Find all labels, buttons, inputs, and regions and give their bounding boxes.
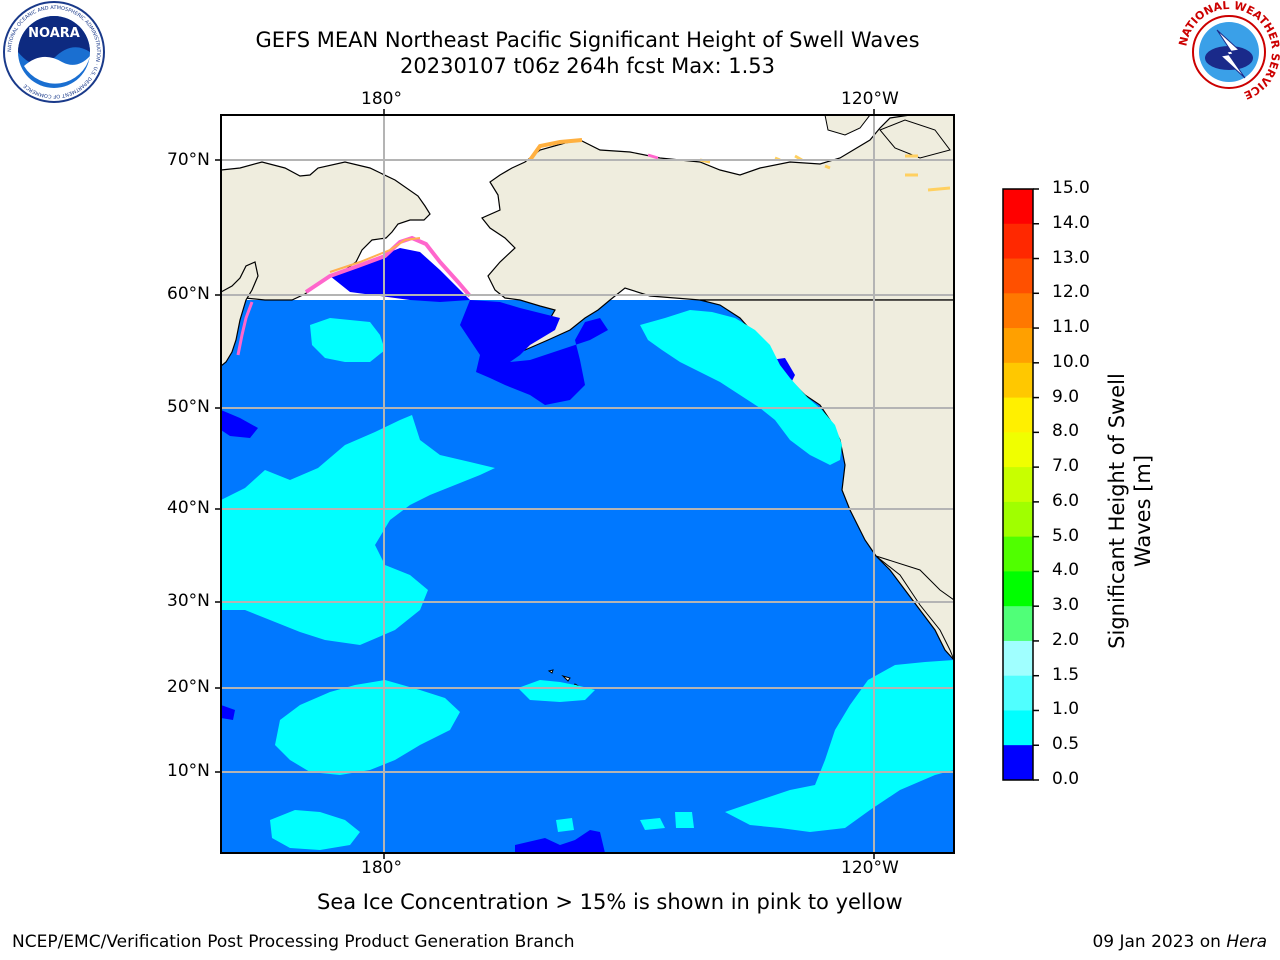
- colorbar-title-line2: Waves [m]: [1131, 454, 1155, 568]
- nws-logo: NATIONAL WEATHER SERVICE: [1177, 0, 1280, 102]
- lat-label-20n: 20°N: [167, 677, 210, 697]
- colorbar-tick-label: 8.0: [1052, 421, 1080, 442]
- colorbar-segment: [1003, 675, 1033, 711]
- colorbar-tick-label: 14.0: [1052, 212, 1090, 233]
- lat-label-30n: 30°N: [167, 591, 210, 611]
- colorbar-frame: [1002, 188, 1034, 781]
- swell-high-misc-2: [675, 812, 694, 828]
- colorbar-tick-label: 0.0: [1052, 769, 1080, 789]
- footer-host: Hera: [1226, 932, 1267, 952]
- land-baja: [875, 555, 954, 661]
- colorbar-segment: [1003, 362, 1033, 399]
- noaa-logo: NOARA NATIONAL OCEANIC AND ATMOSPHERIC A…: [3, 1, 105, 103]
- colorbar: [1003, 188, 1039, 781]
- colorbar-tick-label: 15.0: [1052, 178, 1090, 198]
- lon-label-top-120w: 120°W: [841, 89, 899, 109]
- graticule: [221, 115, 954, 853]
- lon-label-top-180: 180°: [361, 89, 402, 109]
- footer-credit: NCEP/EMC/Verification Post Processing Pr…: [12, 932, 575, 952]
- chart-subtitle: 20230107 t06z 264h fcst Max: 1.53: [400, 54, 775, 78]
- colorbar-tick-label: 13.0: [1052, 247, 1090, 268]
- map-frame: [220, 114, 955, 854]
- colorbar-title-line1: Significant Height of Swell: [1105, 373, 1129, 649]
- swell-low-sw: [221, 705, 235, 720]
- sea-ice-kamchatka: [236, 301, 254, 356]
- colorbar-tick-label: 5.0: [1052, 525, 1080, 546]
- colorbar-tick-label: 10.0: [1052, 351, 1090, 372]
- lon-label-bottom-120w: 120°W: [841, 858, 899, 878]
- sea-ice-arctic: [528, 138, 583, 162]
- colorbar-segment: [1003, 501, 1033, 538]
- sea-ice-note: Sea Ice Concentration > 15% is shown in …: [317, 890, 903, 914]
- colorbar-tick-label: 1.0: [1052, 699, 1080, 720]
- colorbar-tick-label: 12.0: [1052, 282, 1090, 303]
- swell-high-nw: [310, 318, 385, 362]
- colorbar-tick-label: 3.0: [1052, 595, 1080, 616]
- swell-high-gulf: [640, 310, 842, 465]
- chart-title: GEFS MEAN Northeast Pacific Significant …: [255, 28, 920, 52]
- noaa-logo-text: NOARA: [28, 26, 80, 41]
- colorbar-tick-label: 0.5: [1052, 734, 1080, 755]
- colorbar-tick-label: 11.0: [1052, 317, 1090, 338]
- land-arctic-islands: [824, 115, 951, 159]
- swell-high-misc-1: [640, 818, 665, 830]
- lat-label-10n: 10°N: [167, 761, 210, 781]
- colorbar-tick-label: 7.0: [1052, 456, 1080, 477]
- swell-high-southeast: [725, 660, 954, 832]
- colorbar-segment: [1003, 745, 1033, 780]
- colorbar-segment: [1003, 571, 1033, 607]
- footer-date: 09 Jan 2023 on Hera: [1092, 932, 1267, 952]
- lat-label-70n: 70°N: [167, 150, 210, 170]
- colorbar-tick-label: 9.0: [1052, 386, 1080, 407]
- swell-high-central: [221, 415, 495, 645]
- colorbar-tick-label: 4.0: [1052, 560, 1080, 581]
- colorbar-segment: [1003, 258, 1033, 294]
- colorbar-segment: [1003, 710, 1033, 746]
- land-siberia: [221, 161, 431, 301]
- sea-ice-arctic-2: [647, 153, 659, 160]
- swell-low-south: [515, 830, 605, 853]
- swell-high-misc-3: [556, 818, 574, 832]
- swell-low-bering: [330, 248, 470, 302]
- colorbar-tick-label: 2.0: [1052, 629, 1080, 650]
- colorbar-segment: [1003, 293, 1033, 329]
- colorbar-segment: [1003, 467, 1033, 503]
- colorbar-segment: [1003, 328, 1033, 364]
- colorbar-segment: [1003, 606, 1033, 642]
- colorbar-title: Significant Height of Swell Waves [m]: [1104, 301, 1156, 721]
- lon-label-bottom-180: 180°: [361, 858, 402, 878]
- swell-high-south: [270, 810, 360, 850]
- colorbar-segment: [1003, 189, 1033, 225]
- colorbar-segment: [1003, 432, 1033, 468]
- lat-label-50n: 50°N: [167, 397, 210, 417]
- lat-label-60n: 60°N: [167, 284, 210, 304]
- colorbar-tick-label: 6.0: [1052, 490, 1080, 511]
- lat-label-40n: 40°N: [167, 498, 210, 518]
- swell-low-gulf-alaska: [460, 300, 608, 405]
- colorbar-segment: [1003, 536, 1033, 572]
- sea-ice-bering-inner: [329, 237, 421, 273]
- swell-low-west: [221, 410, 258, 438]
- colorbar-segment: [1003, 223, 1033, 260]
- colorbar-tick-label: 1.5: [1052, 664, 1080, 685]
- colorbar-segment: [1003, 397, 1033, 433]
- swell-high-hawaii: [518, 680, 595, 702]
- colorbar-segment: [1003, 640, 1033, 677]
- swell-high-southwest: [275, 680, 460, 775]
- footer-date-text: 09 Jan 2023 on: [1092, 932, 1227, 952]
